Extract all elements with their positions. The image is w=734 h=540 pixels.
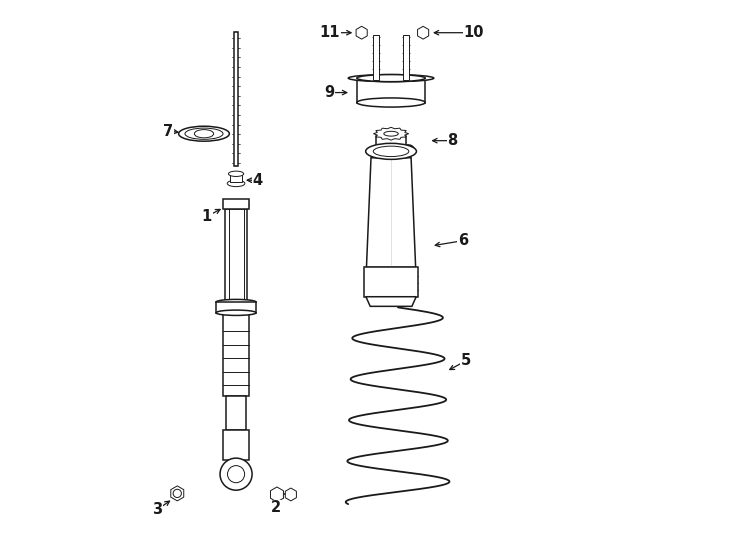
Bar	[223, 199, 249, 208]
Text: 8: 8	[448, 133, 457, 148]
Ellipse shape	[374, 146, 409, 157]
Text: 1: 1	[202, 209, 212, 224]
Polygon shape	[418, 26, 429, 39]
Ellipse shape	[228, 171, 244, 177]
Polygon shape	[270, 487, 283, 502]
Polygon shape	[286, 488, 297, 501]
Polygon shape	[171, 486, 184, 501]
Text: 11: 11	[319, 25, 340, 40]
Polygon shape	[374, 127, 409, 140]
Ellipse shape	[357, 75, 425, 82]
Circle shape	[220, 458, 252, 490]
Bar	[223, 430, 249, 460]
Text: 4: 4	[252, 173, 263, 188]
Polygon shape	[366, 296, 416, 306]
Ellipse shape	[195, 130, 214, 138]
Polygon shape	[366, 158, 415, 267]
Bar	[216, 302, 256, 313]
Text: 7: 7	[163, 124, 173, 139]
Bar	[230, 173, 242, 182]
Text: 6: 6	[458, 233, 468, 248]
Ellipse shape	[185, 128, 223, 139]
Bar	[404, 35, 409, 80]
Bar	[364, 267, 418, 296]
Ellipse shape	[349, 75, 434, 82]
Bar	[357, 78, 425, 103]
Bar	[226, 396, 246, 430]
Ellipse shape	[228, 180, 245, 187]
Circle shape	[228, 465, 244, 483]
Ellipse shape	[216, 310, 256, 315]
Ellipse shape	[376, 143, 407, 153]
Bar	[222, 313, 250, 396]
Ellipse shape	[384, 131, 399, 136]
Text: 5: 5	[461, 353, 471, 368]
Ellipse shape	[366, 143, 416, 159]
Text: 3: 3	[153, 502, 162, 517]
Text: 9: 9	[324, 85, 335, 100]
Bar	[234, 32, 239, 166]
Bar	[225, 208, 247, 305]
Circle shape	[173, 489, 181, 497]
Polygon shape	[356, 26, 367, 39]
Text: 10: 10	[464, 25, 484, 40]
Ellipse shape	[357, 98, 425, 107]
Bar	[374, 35, 379, 80]
Ellipse shape	[216, 299, 256, 305]
Text: 2: 2	[271, 501, 281, 515]
Bar	[376, 137, 407, 148]
Ellipse shape	[178, 126, 230, 141]
